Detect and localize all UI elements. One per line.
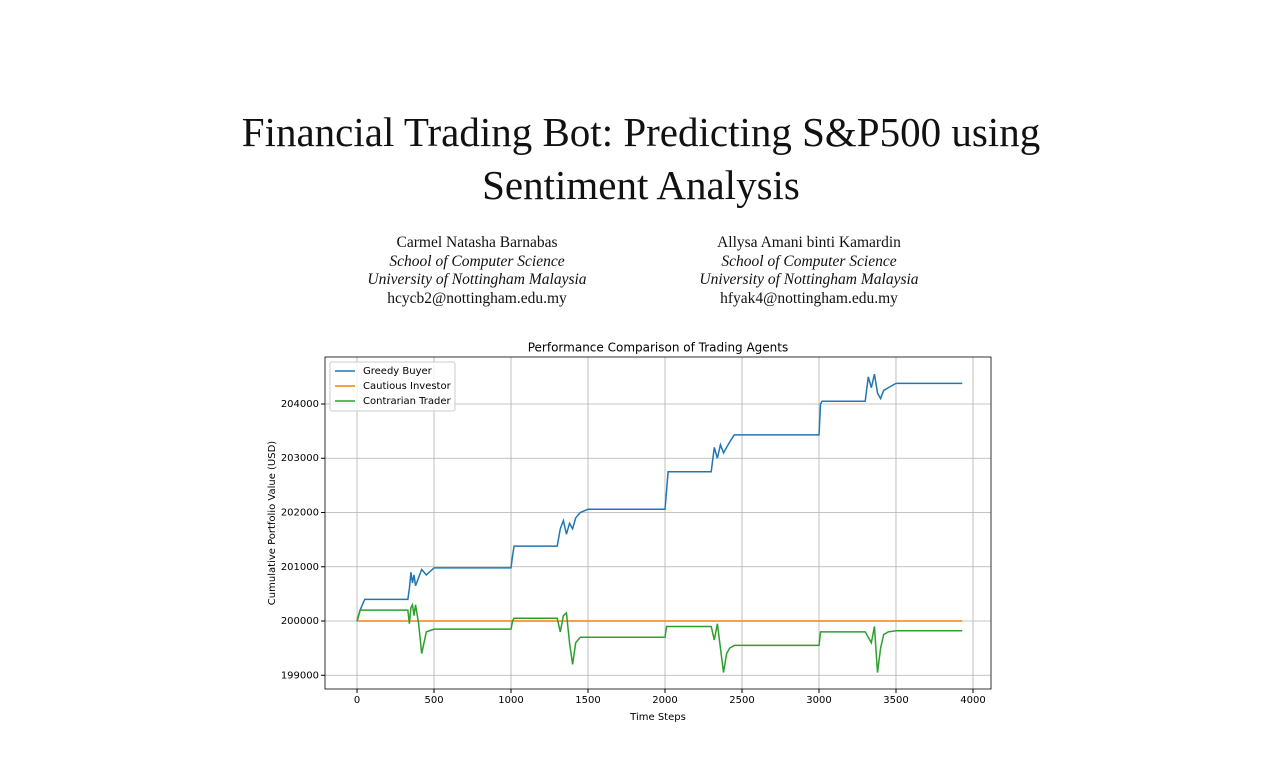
x-tick-label: 500 [424, 695, 443, 706]
x-tick-label: 1500 [575, 695, 600, 706]
email: hcycb2@nottingham.edu.my [387, 289, 567, 307]
x-tick-label: 1000 [498, 695, 523, 706]
plot-frame [324, 356, 992, 690]
x-axis-label: Time Steps [629, 712, 686, 723]
chart-title: Performance Comparison of Trading Agents [528, 341, 789, 355]
y-tick-label: 201000 [281, 562, 319, 573]
y-tick-label: 204000 [281, 399, 319, 410]
author-name: Allysa Amani binti Kamardin [717, 234, 901, 251]
series-line [356, 602, 963, 673]
y-axis-label: Cumulative Portfolio Value (USD) [267, 441, 278, 605]
paper-title: Financial Trading Bot: Predicting S&P500… [241, 109, 1041, 208]
y-tick-label: 200000 [281, 616, 319, 627]
email: hfyak4@nottingham.edu.my [720, 289, 898, 307]
x-tick-label: 2500 [729, 695, 754, 706]
x-tick-label: 0 [354, 695, 360, 706]
legend-label: Contrarian Trader [363, 396, 452, 407]
x-tick-label: 3000 [806, 695, 831, 706]
x-tick-label: 3500 [883, 695, 908, 706]
university: University of Nottingham Malaysia [367, 271, 587, 288]
series-line [356, 373, 963, 622]
y-tick-label: 199000 [281, 670, 319, 681]
university: University of Nottingham Malaysia [699, 271, 919, 288]
y-tick-label: 203000 [281, 453, 319, 464]
x-tick-label: 4000 [960, 695, 985, 706]
legend-label: Cautious Investor [363, 381, 452, 392]
legend-label: Greedy Buyer [363, 366, 433, 377]
author: Allysa Amani binti Kamardin School of Co… [649, 234, 969, 308]
department: School of Computer Science [721, 252, 897, 270]
department: School of Computer Science [389, 252, 565, 270]
y-tick-label: 202000 [281, 508, 319, 519]
x-tick-label: 2000 [652, 695, 677, 706]
author: Carmel Natasha Barnabas School of Comput… [317, 234, 637, 308]
author-name: Carmel Natasha Barnabas [396, 234, 558, 251]
legend-box [329, 361, 456, 412]
